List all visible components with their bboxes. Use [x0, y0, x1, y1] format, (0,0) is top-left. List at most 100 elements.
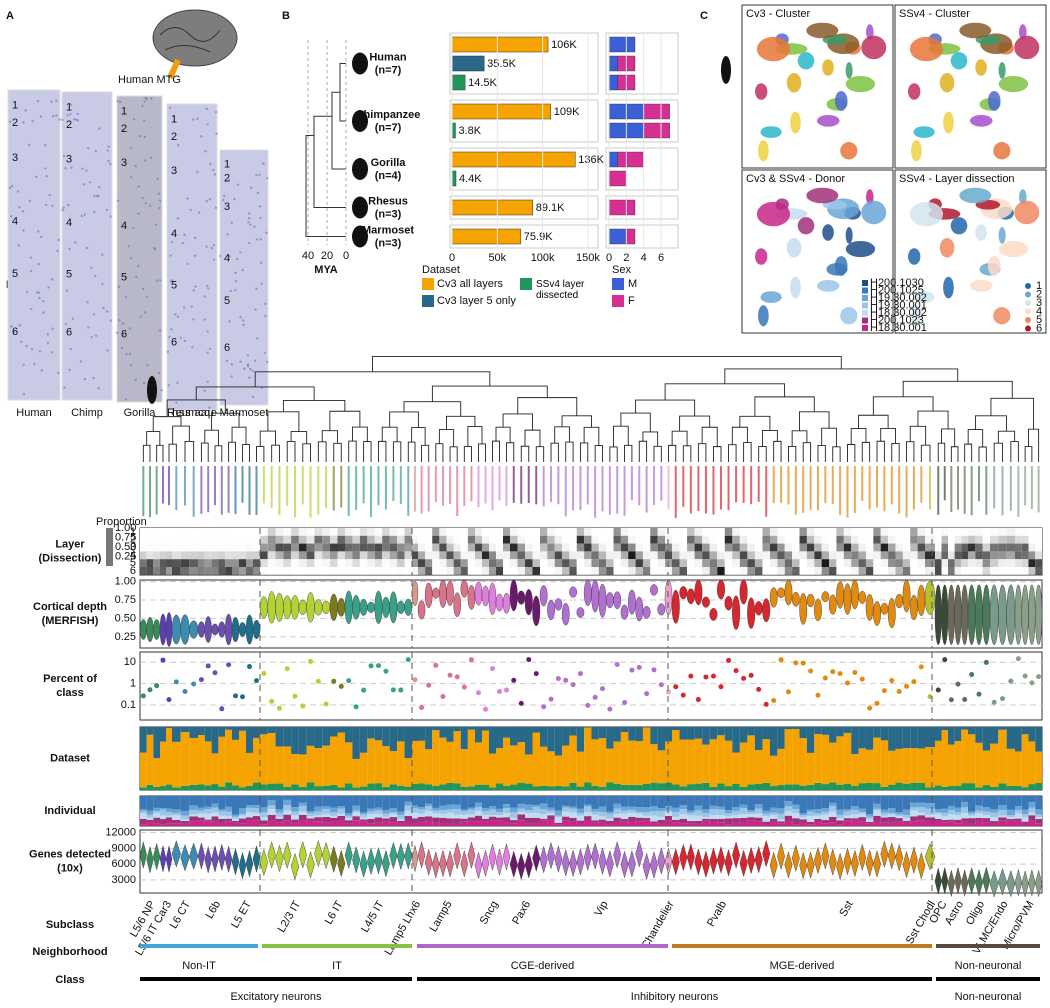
- cell-speck: [249, 223, 252, 226]
- cell-speck: [85, 169, 88, 172]
- heatmap-cell: [954, 551, 962, 560]
- heatmap-cell: [754, 535, 763, 544]
- percent-dot: [254, 678, 259, 684]
- genes-violin: [481, 849, 490, 878]
- x-tick-label: 0: [343, 250, 349, 262]
- heatmap-cell: [948, 535, 955, 544]
- dataset-orange: [917, 748, 925, 783]
- heatmap-cell: [982, 543, 990, 552]
- individual-stack: [873, 803, 881, 809]
- cell-speck: [222, 198, 225, 202]
- heatmap-cell: [446, 567, 454, 575]
- heatmap-cell: [687, 528, 695, 536]
- heatmap-cell: [439, 559, 447, 567]
- individual-stack: [732, 818, 740, 823]
- heatmap-cell: [843, 559, 852, 567]
- percent-dot: [483, 706, 488, 712]
- heatmap-cell: [475, 559, 482, 567]
- individual-stack: [337, 815, 345, 821]
- dataset-orange: [412, 740, 418, 784]
- violin: [967, 584, 976, 645]
- individual-stack: [166, 815, 172, 818]
- individual-stack: [298, 796, 307, 803]
- cell-speck: [8, 186, 12, 190]
- heatmap-cell: [404, 559, 412, 567]
- individual-stack: [591, 808, 599, 812]
- individual-stack: [888, 822, 896, 826]
- cell-speck: [264, 314, 267, 318]
- individual-stack: [291, 822, 299, 826]
- dendrogram-branch: [758, 446, 767, 462]
- individual-stack: [739, 818, 748, 823]
- individual-stack: [902, 817, 911, 821]
- individual-stack: [239, 796, 246, 809]
- individual-stack: [246, 812, 253, 818]
- percent-dot: [673, 684, 679, 690]
- individual-stack: [198, 807, 205, 811]
- cell-speck: [251, 369, 254, 373]
- heatmap-cell: [439, 551, 447, 560]
- individual-stack: [665, 812, 672, 816]
- heatmap-cell: [322, 567, 330, 575]
- class-bar: [936, 977, 1040, 981]
- genes-violin: [821, 842, 830, 870]
- heatmap-cell: [246, 528, 253, 536]
- dendrogram-branch: [389, 411, 419, 428]
- row-label: (Dissection): [39, 552, 102, 564]
- percent-dot: [555, 676, 561, 682]
- legend-title: Sex: [612, 264, 631, 276]
- percent-dot: [1022, 673, 1028, 679]
- heatmap-cell: [672, 559, 680, 567]
- cell-speck: [248, 217, 251, 220]
- layer-number: 2: [12, 117, 18, 129]
- individual-stack: [747, 820, 755, 826]
- heatmap-cell: [218, 559, 226, 567]
- dendrogram-branch: [378, 440, 387, 462]
- percent-dot: [497, 689, 502, 695]
- heatmap-cell: [418, 551, 426, 560]
- cell-speck: [63, 386, 66, 389]
- dendrogram-branch: [554, 426, 570, 444]
- individual-stack: [172, 823, 181, 826]
- individual-stack: [322, 808, 330, 814]
- panel-label: C: [700, 10, 708, 22]
- individual-stack: [374, 796, 383, 808]
- cell-speck: [196, 117, 199, 120]
- heatmap-cell: [267, 559, 276, 567]
- heatmap-cell: [935, 528, 942, 536]
- layer-number: 1: [121, 106, 127, 118]
- heatmap-cell: [503, 528, 510, 536]
- cell-speck: [144, 311, 147, 314]
- individual-stack: [606, 796, 614, 812]
- cell-speck: [253, 359, 257, 362]
- individual-stack: [160, 809, 166, 816]
- dataset-blue: [814, 727, 822, 734]
- heatmap-cell: [762, 528, 770, 536]
- individual-stack: [267, 799, 276, 806]
- genes-violin: [982, 866, 991, 895]
- cell-speck: [38, 350, 42, 353]
- legend-label: 4: [1036, 305, 1042, 317]
- heatmap-cell: [180, 535, 190, 544]
- individual-stack: [225, 796, 232, 807]
- heatmap-cell: [642, 567, 651, 575]
- individual-stack: [784, 821, 793, 826]
- individual-stack: [998, 810, 1007, 816]
- heatmap-cell: [1021, 567, 1029, 575]
- bar: [451, 199, 533, 216]
- cell-speck: [21, 210, 25, 213]
- heatmap-cell: [246, 543, 253, 552]
- genes-violin: [283, 841, 292, 870]
- individual-stack: [829, 816, 837, 823]
- cell-speck: [30, 347, 34, 351]
- subclass-label: Oligo: [964, 899, 987, 927]
- individual-stack: [432, 810, 440, 814]
- heatmap-cell: [814, 559, 822, 567]
- individual-stack: [576, 820, 585, 823]
- dataset-blue: [584, 727, 592, 728]
- dendrogram-branch: [403, 401, 462, 417]
- heatmap-cell: [613, 528, 621, 536]
- dataset-orange: [576, 751, 585, 787]
- cell-speck: [239, 360, 242, 363]
- dendrogram-branch: [788, 445, 797, 462]
